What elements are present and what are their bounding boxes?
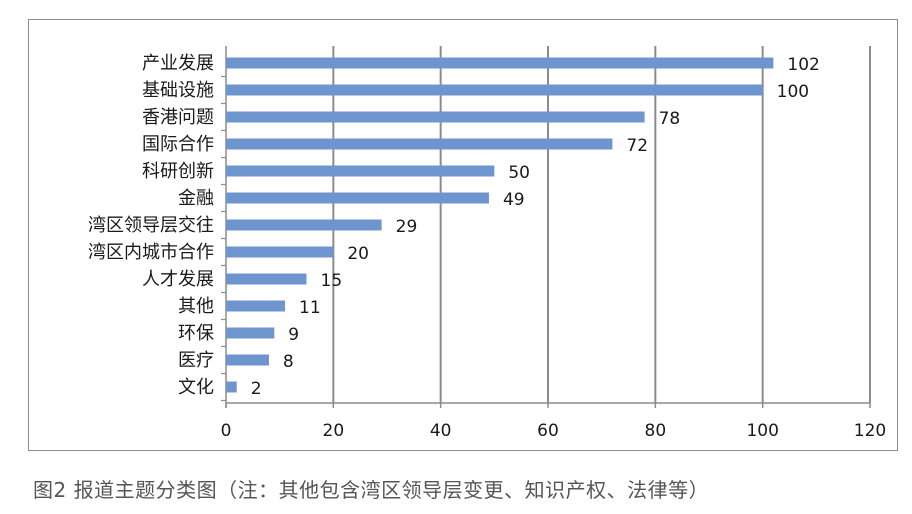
category-label: 湾区领导层交往 xyxy=(88,215,214,236)
bar xyxy=(226,111,645,123)
bar xyxy=(226,246,334,258)
bar xyxy=(226,57,774,69)
data-label: 50 xyxy=(508,163,530,183)
category-label: 香港问题 xyxy=(142,107,214,128)
x-tick-label: 120 xyxy=(854,421,886,441)
data-label: 72 xyxy=(626,136,648,156)
data-label: 29 xyxy=(396,217,418,237)
bar xyxy=(226,381,237,393)
x-tick-label: 0 xyxy=(221,421,232,441)
x-tick-label: 40 xyxy=(430,421,452,441)
data-label: 11 xyxy=(299,298,321,318)
bar xyxy=(226,84,763,96)
category-label: 基础设施 xyxy=(142,80,214,101)
data-label: 15 xyxy=(321,271,343,291)
category-label: 其他 xyxy=(178,296,214,317)
category-label: 科研创新 xyxy=(142,161,214,182)
data-label: 100 xyxy=(777,82,809,102)
data-label: 78 xyxy=(659,109,681,129)
data-label: 102 xyxy=(787,55,819,75)
category-label: 文化 xyxy=(178,377,214,398)
bar xyxy=(226,192,489,204)
bar xyxy=(226,138,613,150)
x-tick-label: 100 xyxy=(746,421,778,441)
figure-caption: 图2 报道主题分类图（注：其他包含湾区领导层变更、知识产权、法律等） xyxy=(33,478,710,502)
bar xyxy=(226,300,286,312)
bar xyxy=(226,219,382,231)
data-label: 49 xyxy=(503,190,525,210)
category-label: 金融 xyxy=(178,188,214,209)
category-label: 医疗 xyxy=(178,350,214,371)
data-label: 20 xyxy=(347,244,369,264)
category-label: 环保 xyxy=(178,323,214,344)
data-label: 9 xyxy=(288,325,299,345)
x-tick-label: 60 xyxy=(537,421,559,441)
bar-chart: 0 20 40 60 80 100 120 产业发展 102 基础设施 100 香港问题 78 国际合作 7… xyxy=(88,46,886,441)
category-label: 湾区内城市合作 xyxy=(88,242,214,263)
bar xyxy=(226,165,495,177)
category-label: 产业发展 xyxy=(142,53,214,74)
x-tick-label: 80 xyxy=(645,421,667,441)
bar xyxy=(226,327,275,339)
data-label: 2 xyxy=(251,379,262,399)
bar xyxy=(226,273,307,285)
x-tick-label: 20 xyxy=(323,421,345,441)
category-label: 人才发展 xyxy=(142,269,214,290)
data-label: 8 xyxy=(283,352,294,372)
bar xyxy=(226,354,269,366)
category-label: 国际合作 xyxy=(142,134,214,155)
